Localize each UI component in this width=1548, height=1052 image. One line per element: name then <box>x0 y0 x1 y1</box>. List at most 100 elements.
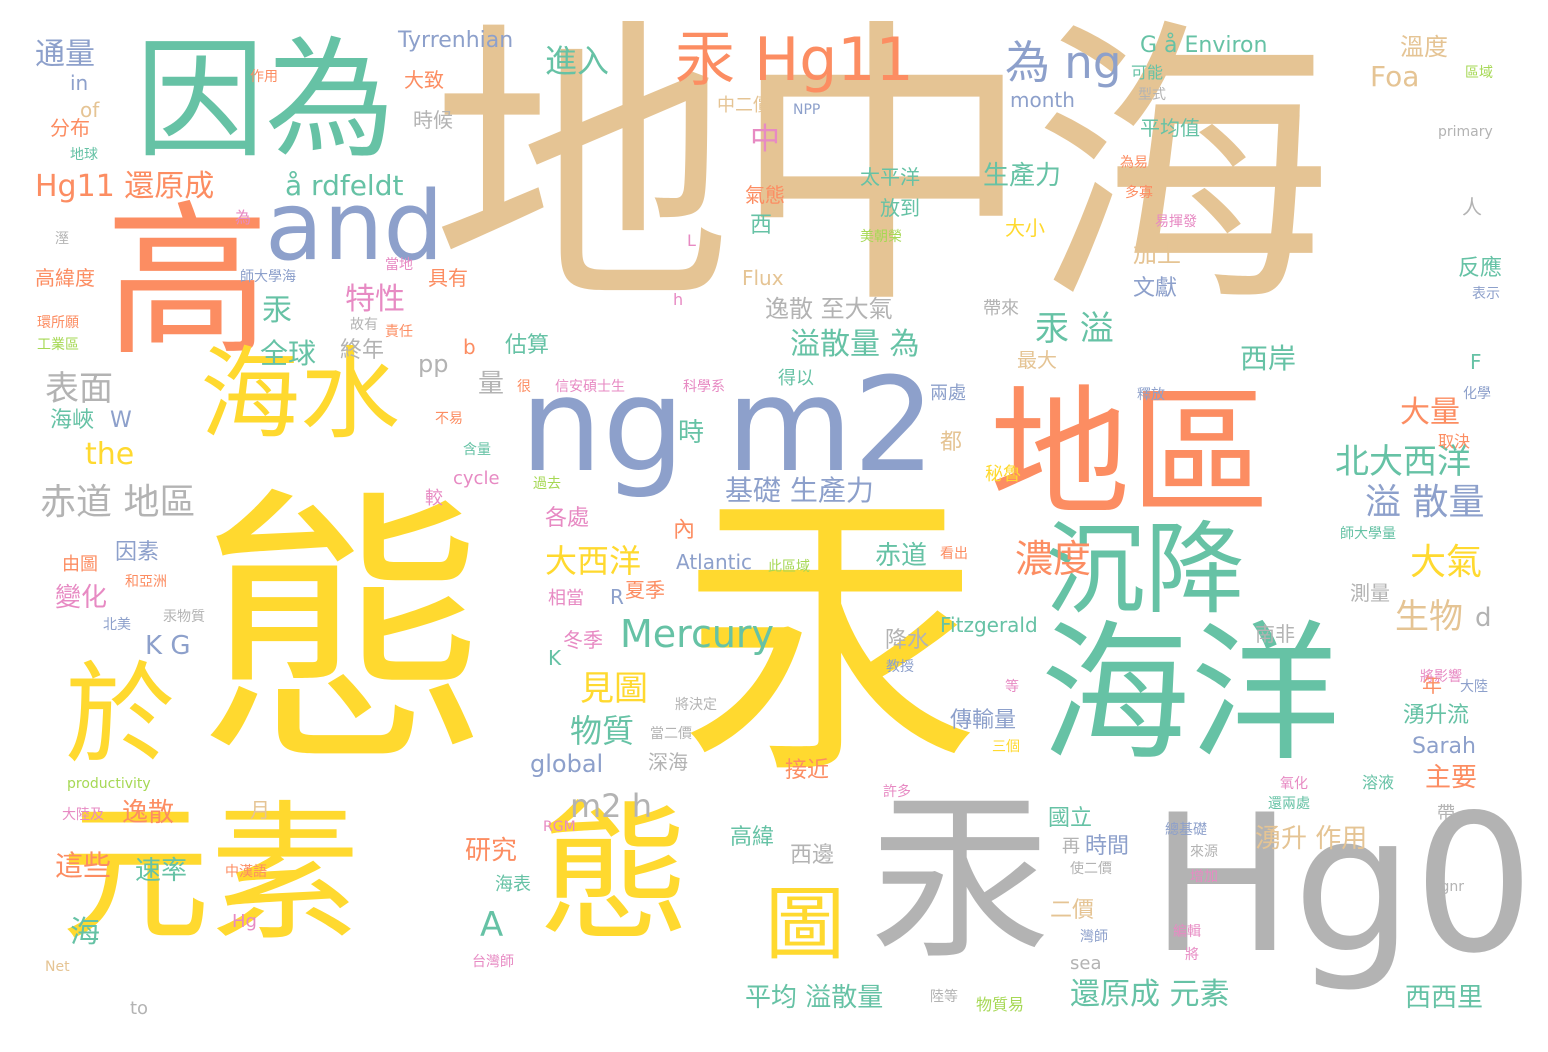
cloud-word: 態 <box>200 466 490 803</box>
cloud-word: 湧升 作用 <box>1255 824 1368 854</box>
cloud-word: 放到 <box>880 196 920 220</box>
cloud-word: 汞 <box>870 775 1051 984</box>
cloud-word: 地區 <box>990 373 1271 536</box>
cloud-word: 高緯度 <box>35 266 95 290</box>
cloud-word: 夏季 <box>625 578 665 602</box>
cloud-word: global <box>530 750 604 778</box>
cloud-word: b <box>463 335 476 359</box>
cloud-word: G å Environ <box>1140 33 1268 58</box>
cloud-word: 物質易 <box>976 995 1025 1014</box>
cloud-word: 為 ng <box>1005 36 1122 89</box>
cloud-word: 汞 溢 <box>1035 309 1114 349</box>
cloud-word: 海 <box>70 915 100 950</box>
cloud-word: 還原成 元素 <box>1070 977 1230 1012</box>
cloud-word: 汞 Hg11 <box>675 25 914 95</box>
cloud-word: 於 <box>65 651 175 779</box>
cloud-word: 傳輸量 <box>950 708 1017 733</box>
cloud-word: 含量 <box>463 442 491 458</box>
cloud-word: productivity <box>67 776 151 792</box>
cloud-word: L <box>687 231 696 250</box>
cloud-word: 海水 <box>200 336 400 453</box>
cloud-word: ng m2 <box>520 349 936 501</box>
cloud-word: 師大學量 <box>1340 526 1396 542</box>
cloud-word: 圖 <box>765 878 845 971</box>
cloud-word: 因素 <box>115 540 160 565</box>
cloud-word: Flux <box>742 266 784 290</box>
cloud-word: 平均值 <box>1140 116 1200 140</box>
cloud-word: 具有 <box>428 266 468 290</box>
cloud-word: 多寡 <box>1125 185 1153 201</box>
cloud-word: Hg11 還原成 <box>35 169 215 204</box>
cloud-word: 汞 <box>262 293 292 328</box>
cloud-word: 速率 <box>135 856 188 886</box>
cloud-word: Hgnr <box>1430 879 1465 895</box>
cloud-word: 得以 <box>778 368 814 389</box>
cloud-word: 可能 <box>1131 63 1164 82</box>
cloud-word: 汞物質 <box>163 609 205 625</box>
cloud-word: 總基礎 <box>1165 822 1207 838</box>
cloud-word: Hg <box>232 911 257 932</box>
cloud-word: 責任 <box>385 324 413 340</box>
cloud-word: m2 h <box>570 787 652 825</box>
cloud-word: 當地 <box>385 257 413 273</box>
cloud-word: 區域 <box>1465 65 1493 81</box>
cloud-word: primary <box>1438 124 1493 140</box>
cloud-word: 美朝榮 <box>860 229 902 245</box>
cloud-word: pp <box>418 350 449 378</box>
cloud-word: 增加 <box>1190 869 1218 885</box>
cloud-word: 沉降 <box>1045 511 1245 628</box>
cloud-word: 時 <box>678 418 705 448</box>
cloud-word: 由圖 <box>62 554 98 575</box>
cloud-word: 都 <box>940 430 963 455</box>
cloud-word: 估算 <box>505 333 550 358</box>
cloud-word: 地球 <box>70 147 98 163</box>
cloud-word: 相當 <box>548 588 584 609</box>
cloud-word: 使二價 <box>1070 861 1112 877</box>
cloud-word: 大小 <box>1005 216 1045 240</box>
cloud-word: 故有 <box>350 317 378 333</box>
cloud-word: 人 <box>1462 195 1482 219</box>
cloud-word: 內 <box>673 518 696 543</box>
cloud-word: 生產力 <box>983 161 1062 191</box>
cloud-word: month <box>1010 88 1075 112</box>
cloud-word: 最大 <box>1017 348 1057 372</box>
cloud-word: 通量 <box>35 37 95 72</box>
cloud-word: 反應 <box>1458 256 1503 281</box>
cloud-word: 科學系 <box>683 379 725 395</box>
cloud-word: 看出 <box>940 546 968 562</box>
cloud-word: 海峽 <box>50 408 95 433</box>
cloud-word: 二價 <box>1050 898 1095 923</box>
cloud-word: 師大學海 <box>240 269 296 285</box>
cloud-word: 地中海 <box>432 0 1332 344</box>
cloud-word: 西 <box>750 213 773 238</box>
cloud-word: 高 <box>105 186 270 378</box>
cloud-word: 兩處 <box>930 383 966 404</box>
cloud-word: 態 <box>540 788 691 962</box>
cloud-word: of <box>80 98 100 122</box>
cloud-word: 文獻 <box>1133 276 1178 301</box>
cloud-word: 編輯 <box>1173 924 1201 940</box>
cloud-word: 和亞洲 <box>125 574 167 590</box>
cloud-word: 大氣 <box>1410 542 1483 583</box>
cloud-word: 灣師 <box>1080 929 1108 945</box>
cloud-word: 湧升流 <box>1403 703 1470 728</box>
cloud-word: 海洋 <box>1040 608 1341 782</box>
cloud-word: 台灣師 <box>472 954 514 970</box>
cloud-word: 還兩處 <box>1268 796 1310 812</box>
cloud-word: Foa <box>1370 60 1420 93</box>
cloud-word: 化學 <box>1463 386 1491 402</box>
cloud-word: 年 <box>1422 673 1442 697</box>
cloud-word: and <box>265 172 444 282</box>
cloud-word: 教授 <box>886 659 914 675</box>
cloud-word: 來源 <box>1190 844 1218 860</box>
cloud-word: 過去 <box>533 476 561 492</box>
cloud-word: 很 <box>517 379 531 395</box>
cloud-word: in <box>70 71 89 95</box>
cloud-word: 表示 <box>1472 286 1500 302</box>
cloud-word: 赤道 <box>875 541 928 571</box>
cloud-word: 大致 <box>404 68 444 92</box>
cloud-word: 工業區 <box>37 337 79 353</box>
cloud-word: 等 <box>1005 679 1019 695</box>
cloud-word: 分布 <box>50 116 90 140</box>
cloud-word: 溶液 <box>1362 773 1395 792</box>
